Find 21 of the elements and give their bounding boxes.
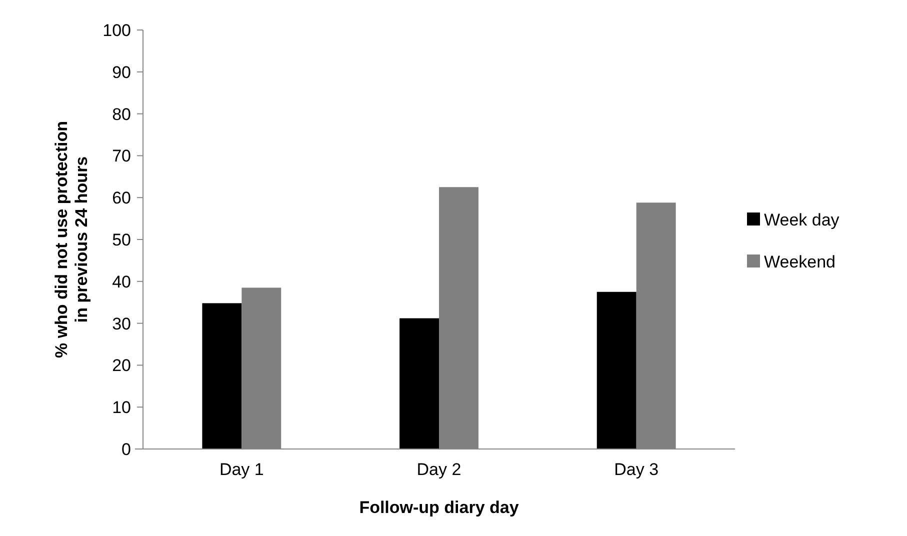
legend-label: Week day (764, 210, 840, 230)
bar (400, 318, 439, 449)
y-tick-label: 50 (112, 230, 131, 250)
x-tick-label: Day 2 (416, 460, 462, 479)
x-tick-label: Day 1 (219, 460, 264, 479)
y-tick-label: 100 (102, 20, 131, 40)
bar (596, 292, 636, 449)
y-tick-label: 70 (112, 146, 131, 166)
y-tick-label: 0 (122, 440, 131, 459)
bar (202, 303, 242, 449)
y-tick-label: 60 (112, 188, 131, 208)
x-axis-title: Follow-up diary day (359, 498, 520, 517)
y-tick-label: 80 (112, 104, 131, 124)
y-tick-label: 90 (112, 62, 131, 82)
y-tick-label: 20 (112, 356, 131, 376)
y-tick-label: 10 (112, 398, 131, 418)
legend-label: Weekend (764, 252, 836, 272)
x-tick-label: Day 3 (614, 460, 659, 479)
y-tick-label: 40 (112, 272, 131, 292)
y-tick-label: 30 (112, 314, 131, 334)
y-axis-title: % who did not use protection in previous 24 hours (52, 120, 92, 358)
